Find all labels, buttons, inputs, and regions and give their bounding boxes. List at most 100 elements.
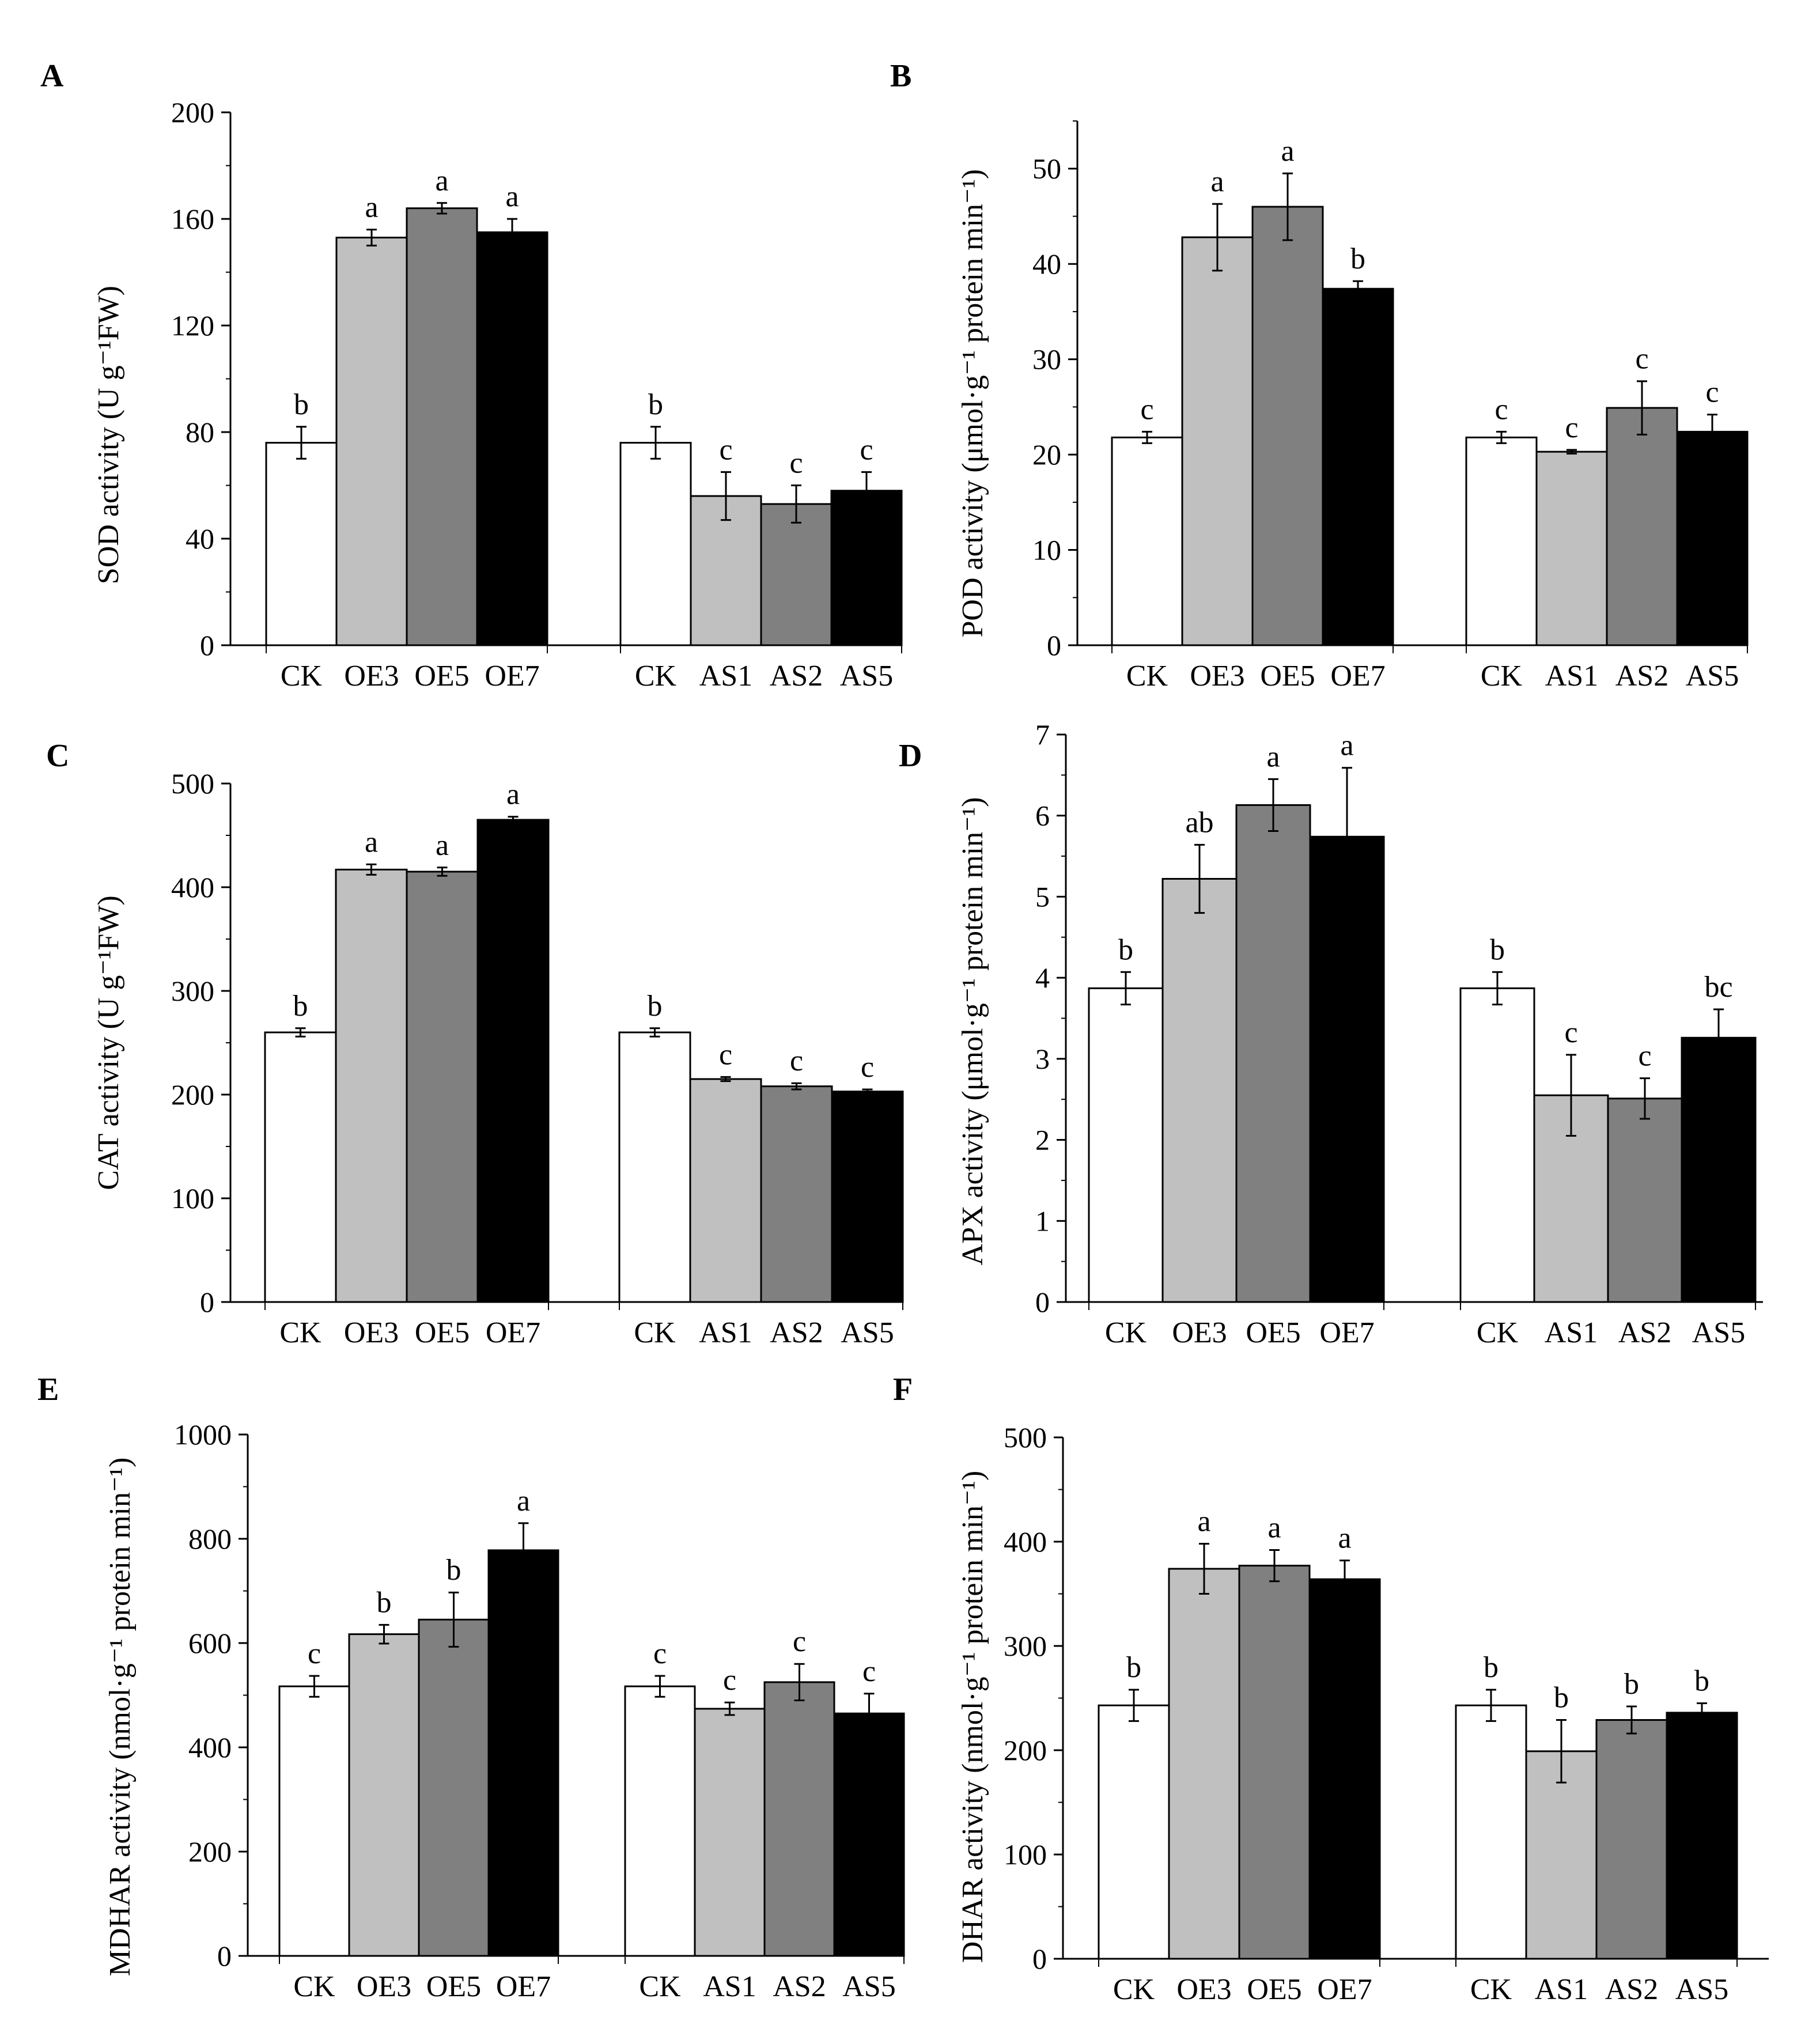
x-tick-label: AS5 (1675, 1973, 1728, 2006)
y-tick-label: 0 (200, 629, 214, 661)
x-tick-label: CK (1126, 660, 1168, 692)
y-tick-label: 0 (200, 1286, 214, 1318)
bar (1606, 407, 1678, 646)
y-tick-label: 5 (1035, 880, 1050, 913)
x-tick-label: CK (1481, 660, 1523, 692)
panel-label: F (893, 1372, 913, 1407)
bar (264, 1031, 337, 1303)
x-tick-label: OE3 (357, 1970, 411, 2003)
x-tick-label: OE7 (486, 1316, 540, 1349)
significance-letter: b (648, 990, 663, 1023)
x-tick-label: OE3 (344, 1316, 399, 1349)
significance-letter: b (1126, 1651, 1141, 1684)
bar (487, 1549, 559, 1957)
bar (694, 1708, 766, 1957)
y-tick-label: 400 (171, 871, 214, 903)
x-tick-label: OE7 (1317, 1973, 1372, 2006)
bar (1181, 236, 1254, 646)
bar (1088, 987, 1164, 1303)
bar (619, 442, 692, 646)
significance-letter: c (790, 1044, 803, 1077)
panel-label: A (40, 58, 64, 94)
bar (265, 442, 338, 646)
y-tick-label: 1 (1035, 1205, 1050, 1237)
panel-f: F 0 100 200 300 400 500 DHAR activity (nmol·g⁻¹… (893, 1372, 1769, 2006)
significance-letter: b (1624, 1668, 1639, 1701)
panel-c: C 0 100 200 300 400 500 CAT activity (U g⁻¹FW) b… (46, 738, 904, 1349)
bar (689, 1078, 762, 1303)
bar (335, 236, 408, 646)
y-tick-label: 400 (188, 1731, 232, 1763)
bar (624, 1685, 696, 1957)
y-tick-label: 800 (188, 1523, 232, 1555)
significance-letter: ab (1185, 806, 1213, 839)
y-tick-label: 100 (171, 1182, 214, 1214)
bar (833, 1712, 905, 1957)
significance-letter: c (719, 1038, 732, 1071)
bar (1098, 1704, 1170, 1960)
panel-label: E (37, 1372, 59, 1407)
y-tick-label: 120 (171, 309, 214, 342)
bar (760, 503, 833, 646)
y-tick-label: 40 (1032, 248, 1061, 280)
significance-letter: bc (1704, 971, 1732, 1004)
bar (760, 1085, 833, 1303)
x-tick-label: CK (1477, 1316, 1519, 1349)
bar (1111, 436, 1183, 646)
panel-label: B (890, 58, 911, 94)
significance-letter: b (294, 388, 309, 421)
x-tick-label: OE5 (1246, 1316, 1300, 1349)
x-tick-label: AS1 (699, 660, 752, 692)
significance-letter: b (1490, 933, 1505, 966)
significance-letter: b (293, 990, 308, 1023)
significance-letter: a (435, 164, 448, 197)
panel-e: E 0 200 400 600 800 1000 MDHAR activity (nmol·g… (37, 1372, 905, 2003)
y-tick-label: 200 (1004, 1734, 1047, 1766)
bar (335, 868, 408, 1303)
x-tick-label: AS2 (770, 660, 823, 692)
significance-letter: a (505, 180, 519, 213)
y-tick-label: 50 (1032, 153, 1061, 185)
significance-letter: c (861, 1051, 874, 1084)
bar (1459, 987, 1535, 1303)
bar (763, 1681, 835, 1957)
y-tick-label: 100 (1004, 1838, 1047, 1871)
x-tick-label: OE5 (426, 1970, 481, 2003)
y-axis-title: POD activity (μmol·g⁻¹ protein min⁻¹) (956, 169, 989, 638)
significance-letter: c (1705, 376, 1719, 409)
x-tick-label: OE5 (414, 660, 469, 692)
significance-letter: a (365, 191, 378, 224)
x-tick-label: AS1 (699, 1316, 752, 1349)
x-tick-label: OE7 (1319, 1316, 1374, 1349)
bar (830, 490, 903, 646)
x-tick-label: CK (281, 660, 323, 692)
x-tick-label: AS2 (770, 1316, 823, 1349)
y-axis-title: CAT activity (U g⁻¹FW) (92, 895, 125, 1190)
panel-d: D 0 1 2 3 4 5 6 7 APX activity (μmol·g⁻¹ protein … (899, 718, 1763, 1349)
y-tick-label: 0 (1047, 629, 1061, 661)
x-tick-label: OE3 (1190, 660, 1244, 692)
bar (618, 1031, 691, 1303)
significance-letter: a (1210, 165, 1224, 198)
y-tick-label: 3 (1035, 1043, 1050, 1075)
panel-label: C (46, 738, 69, 774)
bar (1595, 1719, 1668, 1960)
y-tick-label: 160 (171, 203, 214, 235)
significance-letter: b (1350, 243, 1365, 275)
bar (690, 495, 762, 646)
panel-label: D (899, 738, 922, 774)
bar (1235, 804, 1311, 1303)
y-axis-title: DHAR activity (nmol·g⁻¹ protein min⁻¹) (956, 1471, 989, 1963)
significance-letter: a (506, 778, 520, 811)
bar (1308, 1578, 1381, 1960)
x-tick-label: AS1 (1535, 1973, 1588, 2006)
bar (1681, 1036, 1757, 1303)
bar (278, 1685, 350, 1957)
x-tick-label: AS2 (1615, 660, 1668, 692)
significance-letter: a (1197, 1505, 1210, 1538)
x-tick-label: CK (634, 1316, 676, 1349)
y-tick-label: 4 (1035, 962, 1050, 994)
significance-letter: c (719, 433, 732, 466)
x-tick-label: CK (639, 1970, 681, 2003)
